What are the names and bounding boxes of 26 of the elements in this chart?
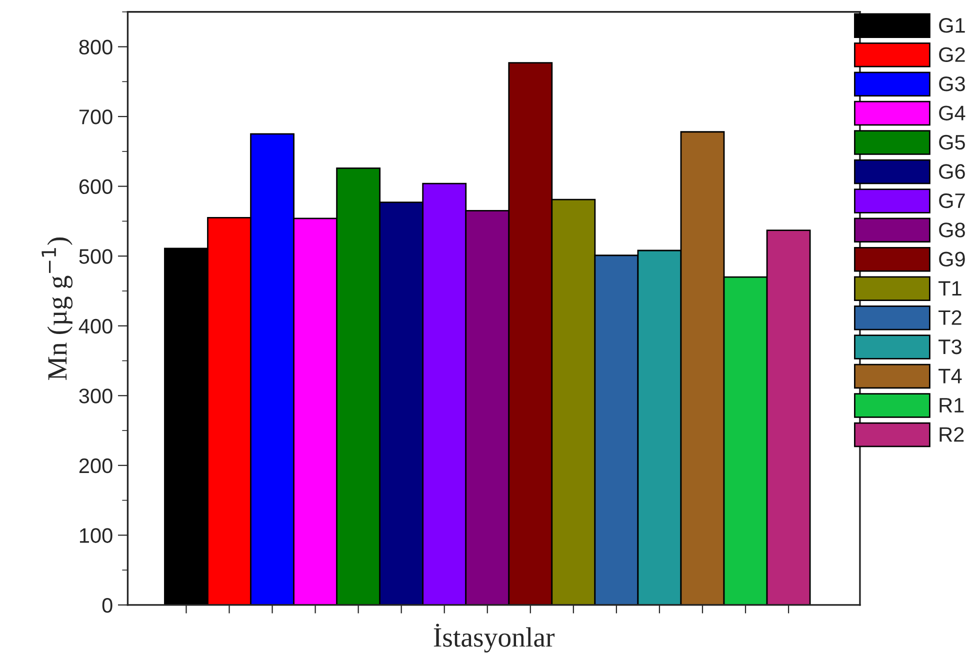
legend-label: G7 (939, 193, 965, 208)
x-axis-title: İstasyonlar (434, 624, 555, 653)
y-tick-label: 500 (79, 249, 112, 264)
y-tick-label: 700 (79, 110, 112, 124)
y-tick-label: 600 (79, 179, 112, 194)
legend-label: T2 (938, 310, 962, 325)
legend-label: R2 (940, 427, 964, 442)
legend-label: G4 (939, 106, 966, 120)
legend-label: T1 (938, 281, 962, 296)
y-axis-title: Mn (µg g$^{−1}$) (42, 238, 73, 380)
y-tick-label: 0 (102, 598, 112, 613)
legend-label: T3 (938, 339, 962, 354)
legend-label: R1 (940, 398, 964, 412)
legend-label: G2 (939, 47, 965, 62)
legend-label: G1 (939, 18, 965, 33)
y-tick-label: 100 (80, 528, 112, 543)
legend-label: G3 (939, 76, 965, 92)
legend-label: T4 (938, 368, 962, 384)
y-tick-label: 200 (79, 458, 112, 474)
y-tick-label: 800 (79, 40, 112, 55)
y-tick-label: 400 (78, 318, 112, 334)
legend-label: G8 (939, 222, 965, 238)
legend-label: G6 (939, 164, 965, 179)
legend-label: G5 (939, 134, 965, 150)
y-tick-label: 300 (79, 388, 112, 404)
legend-label: G9 (939, 252, 965, 267)
